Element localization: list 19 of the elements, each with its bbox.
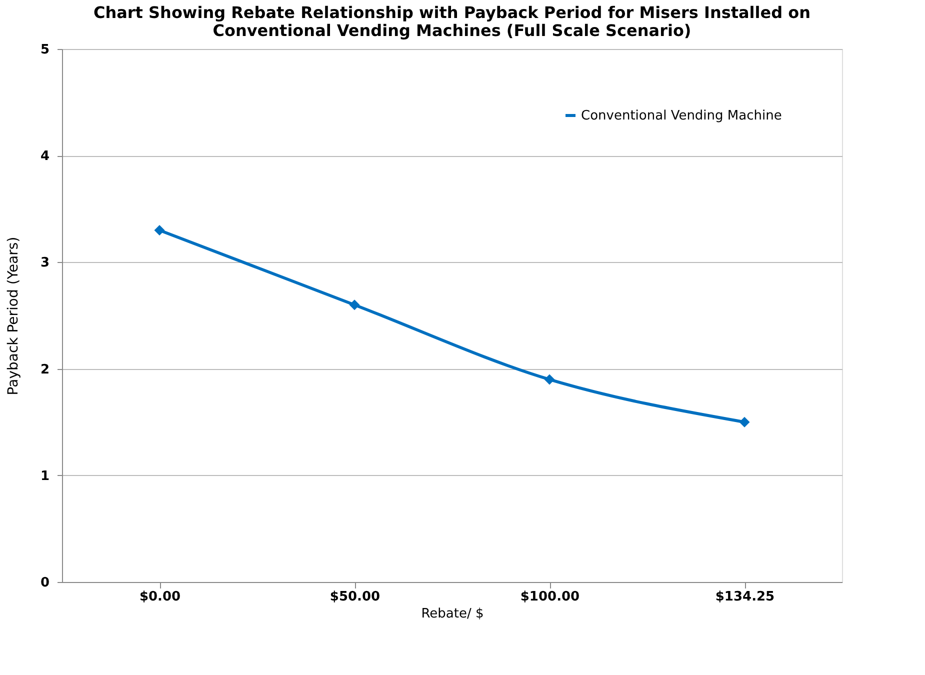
legend-label: Conventional Vending Machine (581, 108, 782, 124)
point (739, 416, 750, 428)
x-tick-label: $0.00 (139, 590, 181, 604)
y-tick-label: 5 (40, 42, 50, 58)
y-tick-label: 0 (40, 576, 50, 590)
y-tick-label: 3 (40, 256, 50, 271)
y-tick-label: 4 (40, 149, 50, 164)
text: Chart Showing Rebate Relationship with Payback Period for Misers Installed on (93, 3, 811, 22)
y-tick-label: 1 (40, 468, 50, 484)
y-axis-title: Payback Period (Years) (5, 236, 22, 396)
x-axis-title: Rebate/ $ (421, 606, 484, 622)
x-tick-label: $100.00 (520, 590, 580, 604)
y-tick-label: 2 (40, 362, 50, 378)
point (349, 300, 360, 310)
x-tick-label: $50.00 (330, 590, 380, 604)
point (544, 374, 555, 385)
x-tick-label: $134.25 (715, 590, 775, 604)
text: Conventional Vending Machines (Full Scale Scenario) (212, 21, 692, 40)
point (154, 224, 165, 236)
